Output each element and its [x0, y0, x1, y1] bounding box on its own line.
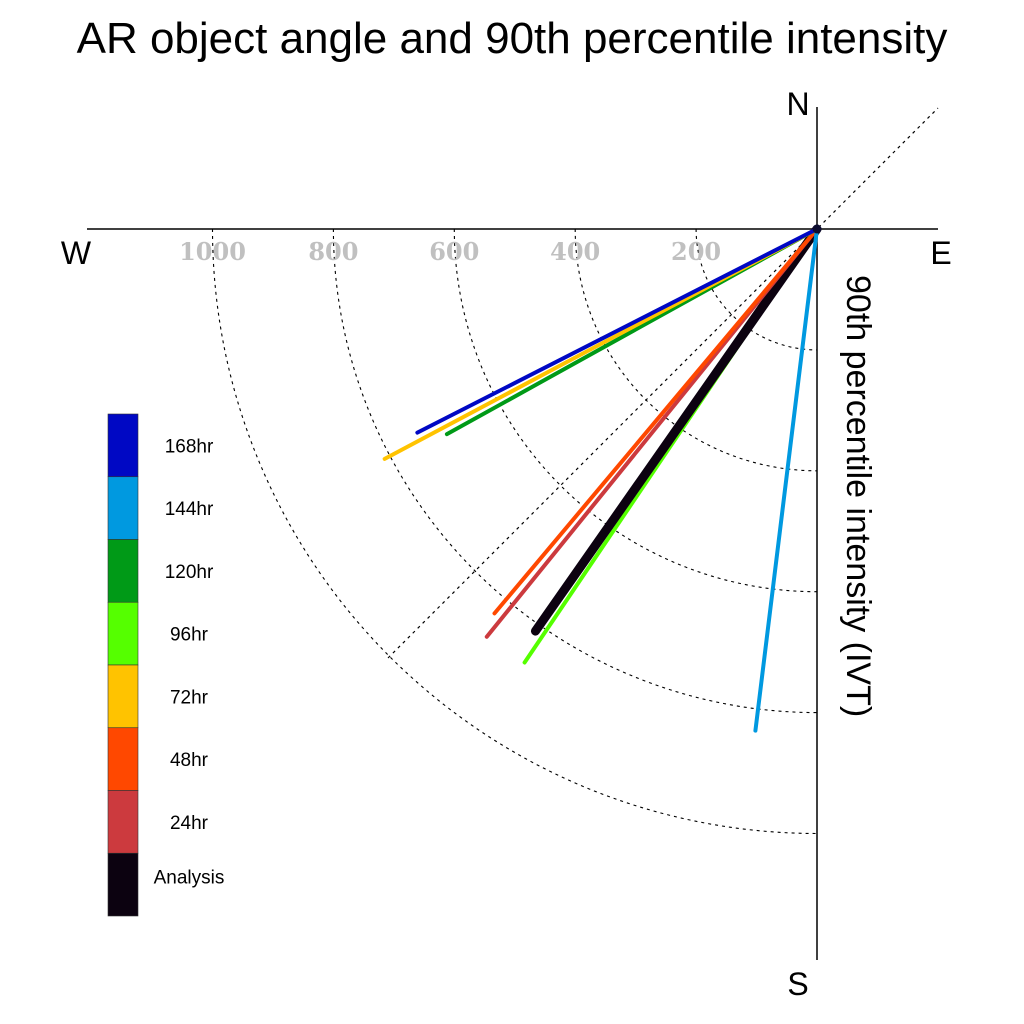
compass-axes [87, 107, 939, 960]
radial-tick-labels: 200 400 600 800 1000 [179, 237, 721, 266]
legend-swatch [107, 664, 139, 729]
compass-north: N [786, 86, 809, 122]
legend-swatch [107, 601, 139, 666]
radial-tick-label: 600 [429, 237, 479, 266]
legend-swatch [107, 476, 139, 540]
radial-tick-label: 400 [550, 237, 600, 266]
legend-swatch [107, 852, 139, 917]
compass-south: S [787, 966, 808, 1002]
radial-tick-label: 800 [308, 237, 358, 266]
radial-tick-label: 200 [671, 237, 721, 266]
origin-point [812, 224, 822, 234]
legend-label: 168hr [165, 436, 214, 457]
grid-arc-600 [453, 228, 818, 593]
chart-title: AR object angle and 90th percentile inte… [76, 14, 948, 63]
compass-east: E [930, 235, 951, 271]
grid-arc-800 [332, 228, 818, 714]
legend-swatch [107, 413, 139, 478]
legend-swatch [107, 790, 139, 854]
compass-west: W [61, 235, 92, 271]
legend-label: 24hr [170, 813, 209, 834]
series-lines [382, 224, 822, 733]
legend-label: 144hr [165, 499, 214, 520]
series-line-analysis [530, 224, 822, 636]
legend: 168hr 144hr 120hr 96hr 72hr 48hr 24hr Analysis [107, 413, 225, 917]
legend-label: 48hr [170, 750, 209, 771]
legend-swatch [107, 727, 139, 791]
legend-label: 96hr [170, 625, 209, 646]
y-axis-label: 90th percentile intensity (IVT) [839, 275, 877, 717]
series-line-144hr [753, 227, 819, 733]
legend-label: 120hr [165, 562, 214, 583]
legend-swatch [107, 539, 139, 603]
legend-label: Analysis [154, 868, 225, 889]
series-line-48hr [492, 227, 819, 616]
series-line-168hr [415, 227, 819, 435]
radial-tick-label: 1000 [179, 237, 246, 266]
legend-label: 72hr [170, 687, 209, 708]
